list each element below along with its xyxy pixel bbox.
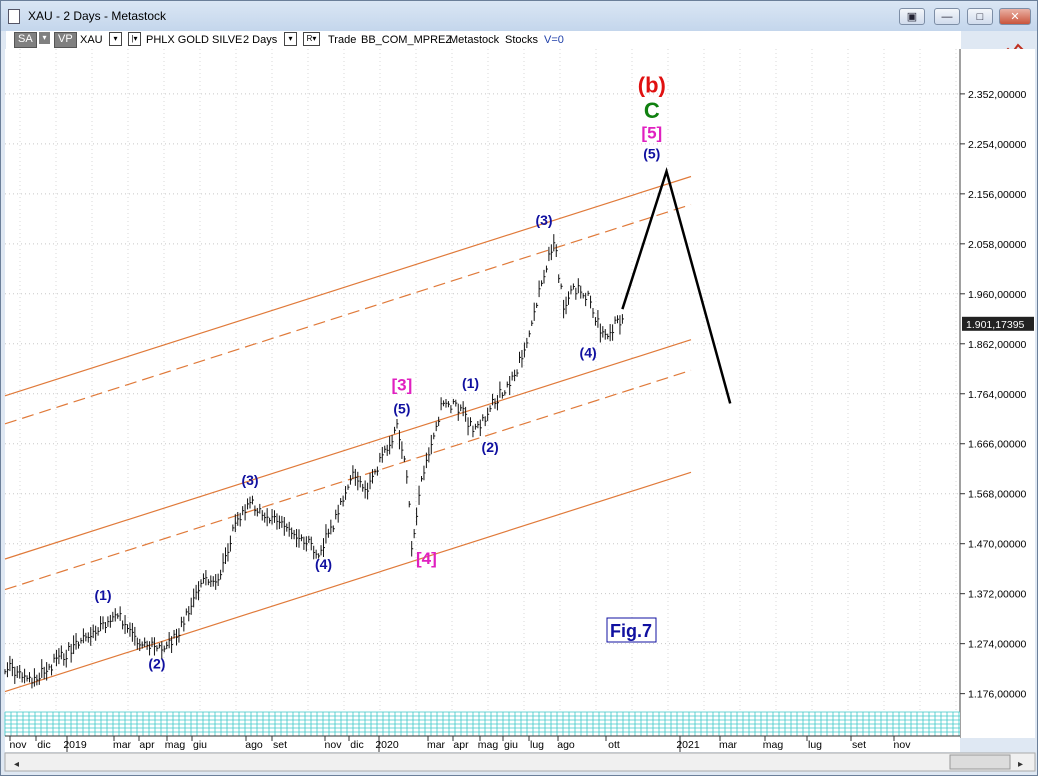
- horizontal-scrollbar[interactable]: [4, 752, 1036, 772]
- x-tick-label: mar: [427, 739, 446, 751]
- sa-button[interactable]: SA: [14, 32, 37, 48]
- channel-middle-dashed-line: [4, 369, 692, 591]
- price-scale: [960, 49, 1035, 738]
- x-tick-label: mag: [478, 739, 499, 751]
- y-tick-label: 1.372,00000: [968, 589, 1027, 601]
- period-dropdown[interactable]: ▾: [284, 32, 297, 46]
- y-tick-label: 1.470,00000: [968, 539, 1027, 551]
- vp-button[interactable]: VP: [54, 32, 77, 48]
- wave-label: [5]: [641, 123, 662, 142]
- x-tick-label: ott: [608, 739, 620, 751]
- scroll-right-arrow[interactable]: ▸: [1018, 759, 1023, 770]
- indicator-dropdown[interactable]: |▾: [128, 32, 141, 46]
- projection-path: [621, 167, 732, 404]
- plot-area[interactable]: [5, 49, 960, 712]
- wave-label: (b): [638, 72, 666, 97]
- x-tick-label: dic: [37, 739, 50, 751]
- wave-label: (5): [393, 401, 410, 417]
- volume-label: V=0: [544, 34, 564, 46]
- wave-label: (1): [94, 587, 111, 603]
- annotation-label: Fig.7: [610, 621, 652, 641]
- annotation-box: [606, 617, 657, 643]
- x-tick-label: lug: [530, 739, 544, 751]
- symbol-label: XAU: [80, 34, 103, 46]
- y-tick-label: 2.156,00000: [968, 189, 1027, 201]
- y-tick-label: 1.666,00000: [968, 439, 1027, 451]
- y-tick-label: 2.254,00000: [968, 139, 1027, 151]
- wave-label: C: [644, 98, 660, 123]
- x-tick-label: set: [273, 739, 287, 751]
- y-tick-label: 1.862,00000: [968, 339, 1027, 351]
- scroll-left-arrow[interactable]: ◂: [14, 759, 19, 770]
- wave-label: (2): [148, 656, 165, 672]
- x-tick-label: 2020: [375, 739, 399, 751]
- wave-label: [3]: [392, 376, 413, 395]
- document-icon: [8, 9, 20, 24]
- y-tick-label: 1.274,00000: [968, 639, 1027, 651]
- price-bars: [4, 234, 624, 689]
- x-tick-label: lug: [808, 739, 822, 751]
- r-dropdown[interactable]: R▾: [303, 32, 320, 46]
- security-name: PHLX GOLD SILVE: [146, 34, 243, 46]
- symbol-dropdown[interactable]: ▾: [109, 32, 122, 46]
- y-tick-label: 1.764,00000: [968, 389, 1027, 401]
- wave-label: (1): [462, 375, 479, 391]
- x-tick-label: giu: [504, 739, 518, 751]
- minimize-button[interactable]: —: [934, 8, 960, 25]
- x-tick-label: mar: [113, 739, 132, 751]
- channel-lower-line: [4, 471, 692, 693]
- x-tick-label: mag: [165, 739, 186, 751]
- x-tick-label: 2019: [63, 739, 87, 751]
- wave-label: (3): [241, 472, 258, 488]
- maximize-button[interactable]: □: [967, 8, 993, 25]
- x-tick-label: nov: [325, 739, 343, 751]
- wave-label: (5): [643, 146, 660, 162]
- x-tick-label: ago: [557, 739, 575, 751]
- chart-toolbar: SA ▾ VP XAU ▾ |▾ PHLX GOLD SILVE 2 Days …: [6, 31, 961, 49]
- period-label: 2 Days: [243, 34, 278, 46]
- close-button[interactable]: ✕: [999, 8, 1031, 25]
- x-tick-label: set: [852, 739, 866, 751]
- type-label: Stocks: [505, 34, 539, 46]
- x-tick-label: apr: [453, 739, 469, 751]
- title-bar[interactable]: XAU - 2 Days - Metastock ▣ — □ ✕: [1, 1, 1037, 31]
- restore-layout-button[interactable]: ▣: [899, 8, 925, 25]
- wave-label: (4): [580, 345, 597, 361]
- y-tick-label: 2.058,00000: [968, 239, 1027, 251]
- y-tick-label: 1.176,00000: [968, 689, 1027, 701]
- current-price-marker: [962, 316, 1034, 331]
- y-tick-label: 1.568,00000: [968, 489, 1027, 501]
- x-tick-label: nov: [10, 739, 28, 751]
- wave-label: (2): [482, 439, 499, 455]
- x-tick-label: nov: [894, 739, 912, 751]
- channel-middle-line: [4, 339, 692, 560]
- x-tick-label: giu: [193, 739, 207, 751]
- x-axis: [5, 736, 960, 752]
- x-tick-label: mar: [719, 739, 738, 751]
- wave-label: (4): [315, 556, 332, 572]
- window-title: XAU - 2 Days - Metastock: [28, 9, 167, 23]
- channel-upper-line: [4, 175, 692, 397]
- template-label: BB_COM_MPREZ: [361, 34, 453, 46]
- wave-label: (3): [535, 212, 552, 228]
- scrollbar-thumb[interactable]: [949, 754, 1011, 770]
- source-label: Metastock: [449, 34, 500, 46]
- y-tick-label: 1.960,00000: [968, 289, 1027, 301]
- wave-label: [4]: [416, 549, 437, 568]
- y-tick-label: 2.352,00000: [968, 89, 1027, 101]
- x-tick-label: apr: [139, 739, 155, 751]
- current-price-label: 1.901,17395: [966, 319, 1025, 331]
- x-tick-label: 2021: [676, 739, 700, 751]
- x-tick-label: ago: [245, 739, 263, 751]
- x-tick-label: mag: [763, 739, 784, 751]
- volume-grid: [4, 711, 960, 737]
- x-tick-label: dic: [350, 739, 363, 751]
- sa-dropdown[interactable]: ▾: [39, 32, 50, 44]
- trade-label[interactable]: Trade: [328, 34, 357, 46]
- channel-upper-dashed-line: [4, 203, 692, 425]
